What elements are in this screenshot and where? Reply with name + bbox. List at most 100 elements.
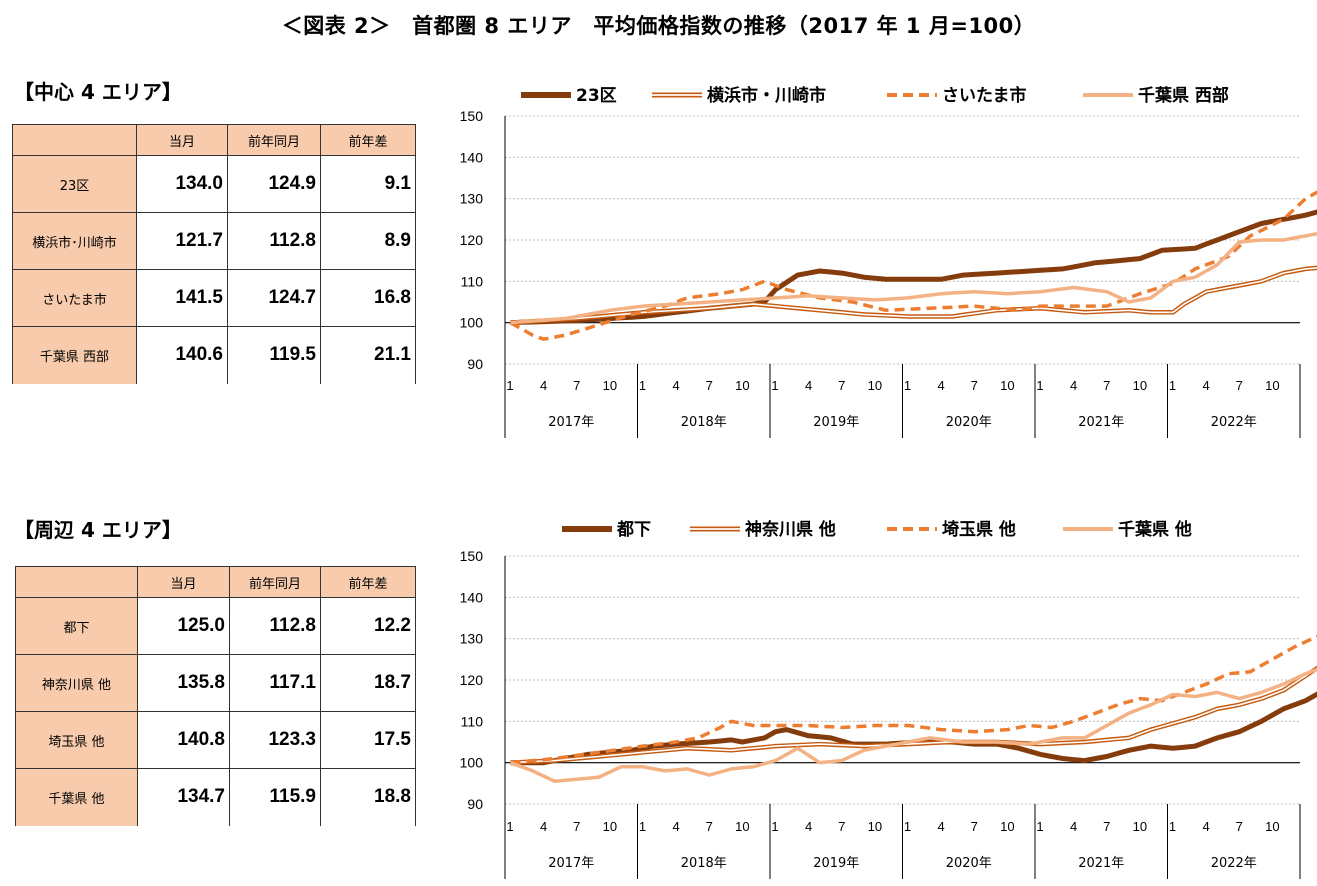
series-line-4 — [509, 667, 1317, 784]
year-label: 2017年 — [548, 415, 594, 430]
row-label: 都下 — [15, 597, 138, 655]
month-tick-label: 1 — [639, 819, 646, 834]
month-tick-label: 4 — [938, 819, 945, 834]
year-label: 2019年 — [813, 856, 859, 871]
section-title-peripheral: 【周辺 4 エリア】 — [14, 518, 182, 542]
y-tick-label: 150 — [460, 108, 484, 124]
year-label: 2021年 — [1078, 856, 1124, 871]
month-tick-label: 10 — [1133, 819, 1147, 834]
y-tick-label: 150 — [460, 548, 484, 564]
month-tick-label: 4 — [673, 378, 680, 393]
legend-label: 都下 — [616, 519, 651, 540]
year-label: 2017年 — [548, 856, 594, 871]
y-tick-label: 130 — [460, 631, 484, 647]
row-label: 神奈川県 他 — [15, 654, 138, 712]
month-tick-label: 1 — [639, 378, 646, 393]
month-tick-label: 7 — [706, 819, 713, 834]
month-tick-label: 1 — [771, 378, 778, 393]
y-tick-label: 110 — [461, 273, 484, 289]
month-tick-label: 7 — [1236, 378, 1243, 393]
value-prev-year: 124.9 — [227, 155, 321, 213]
value-prev-year: 112.8 — [229, 597, 321, 655]
month-tick-label: 1 — [1169, 378, 1176, 393]
value-prev-year: 112.8 — [227, 212, 321, 270]
series-line-1 — [510, 209, 1317, 326]
y-tick-label: 140 — [460, 149, 484, 165]
legend-label: 千葉県 他 — [1118, 519, 1192, 540]
series-line-4 — [510, 231, 1317, 325]
y-tick-label: 90 — [467, 796, 483, 812]
series-line-3 — [509, 190, 1317, 341]
y-tick-label: 140 — [460, 589, 484, 605]
month-tick-label: 7 — [971, 378, 978, 393]
month-tick-label: 7 — [1103, 378, 1110, 393]
row-label: 23区 — [12, 155, 137, 213]
table-row: 横浜市･川崎市 121.7 112.8 8.9 — [12, 212, 416, 270]
year-label: 2022年 — [1211, 856, 1257, 871]
value-diff: 21.1 — [320, 326, 416, 384]
legend-label: 神奈川県 他 — [745, 519, 836, 540]
legend-label: さいたま市 — [942, 85, 1027, 106]
value-current: 140.6 — [136, 326, 228, 384]
value-current: 134.7 — [137, 768, 230, 826]
month-tick-label: 7 — [838, 819, 845, 834]
table-header-current: 当月 — [136, 124, 228, 156]
value-diff: 9.1 — [320, 155, 416, 213]
series-line-2-inner — [510, 267, 1317, 324]
month-tick-label: 10 — [735, 819, 749, 834]
table-row: 23区 134.0 124.9 9.1 — [12, 155, 416, 213]
legend-label: 横浜市・川崎市 — [707, 85, 826, 106]
year-label: 2018年 — [681, 856, 727, 871]
month-tick-label: 10 — [1000, 378, 1014, 393]
table-row: 千葉県 他 134.7 115.9 18.8 — [15, 768, 416, 826]
month-tick-label: 7 — [573, 378, 580, 393]
row-label: さいたま市 — [12, 269, 137, 327]
year-label: 2019年 — [813, 415, 859, 430]
year-label: 2020年 — [946, 856, 992, 871]
table-header-blank — [12, 124, 137, 156]
value-diff: 8.9 — [320, 212, 416, 270]
month-tick-label: 7 — [573, 819, 580, 834]
month-tick-label: 7 — [838, 378, 845, 393]
month-tick-label: 10 — [735, 378, 749, 393]
year-label: 2020年 — [946, 415, 992, 430]
month-tick-label: 7 — [1236, 819, 1243, 834]
month-tick-label: 10 — [868, 378, 882, 393]
month-tick-label: 1 — [904, 819, 911, 834]
value-prev-year: 124.7 — [227, 269, 321, 327]
table-row: 都下 125.0 112.8 12.2 — [15, 597, 416, 655]
value-prev-year: 115.9 — [229, 768, 321, 826]
table-row: 千葉県 西部 140.6 119.5 21.1 — [12, 326, 416, 384]
month-tick-label: 4 — [1070, 819, 1077, 834]
month-tick-label: 10 — [868, 819, 882, 834]
month-tick-label: 7 — [706, 378, 713, 393]
month-tick-label: 4 — [805, 819, 812, 834]
row-label: 千葉県 西部 — [12, 326, 137, 384]
table-row: 埼玉県 他 140.8 123.3 17.5 — [15, 711, 416, 769]
value-prev-year: 119.5 — [227, 326, 321, 384]
month-tick-label: 1 — [506, 819, 513, 834]
month-tick-label: 7 — [971, 819, 978, 834]
value-current: 125.0 — [137, 597, 230, 655]
value-diff: 18.8 — [320, 768, 416, 826]
month-tick-label: 4 — [938, 378, 945, 393]
year-label: 2018年 — [681, 415, 727, 430]
month-tick-label: 10 — [1133, 378, 1147, 393]
value-prev-year: 123.3 — [229, 711, 321, 769]
month-tick-label: 1 — [771, 819, 778, 834]
month-tick-label: 7 — [1103, 819, 1110, 834]
month-tick-label: 4 — [1203, 819, 1210, 834]
legend-label: 埼玉県 他 — [942, 519, 1016, 540]
value-current: 140.8 — [137, 711, 230, 769]
month-tick-label: 10 — [603, 819, 617, 834]
month-tick-label: 4 — [673, 819, 680, 834]
month-tick-label: 10 — [1265, 378, 1279, 393]
month-tick-label: 10 — [1265, 819, 1279, 834]
year-label: 2021年 — [1078, 415, 1124, 430]
y-tick-label: 110 — [461, 713, 484, 729]
month-tick-label: 10 — [603, 378, 617, 393]
value-current: 134.0 — [136, 155, 228, 213]
value-current: 141.5 — [136, 269, 228, 327]
month-tick-label: 4 — [1203, 378, 1210, 393]
